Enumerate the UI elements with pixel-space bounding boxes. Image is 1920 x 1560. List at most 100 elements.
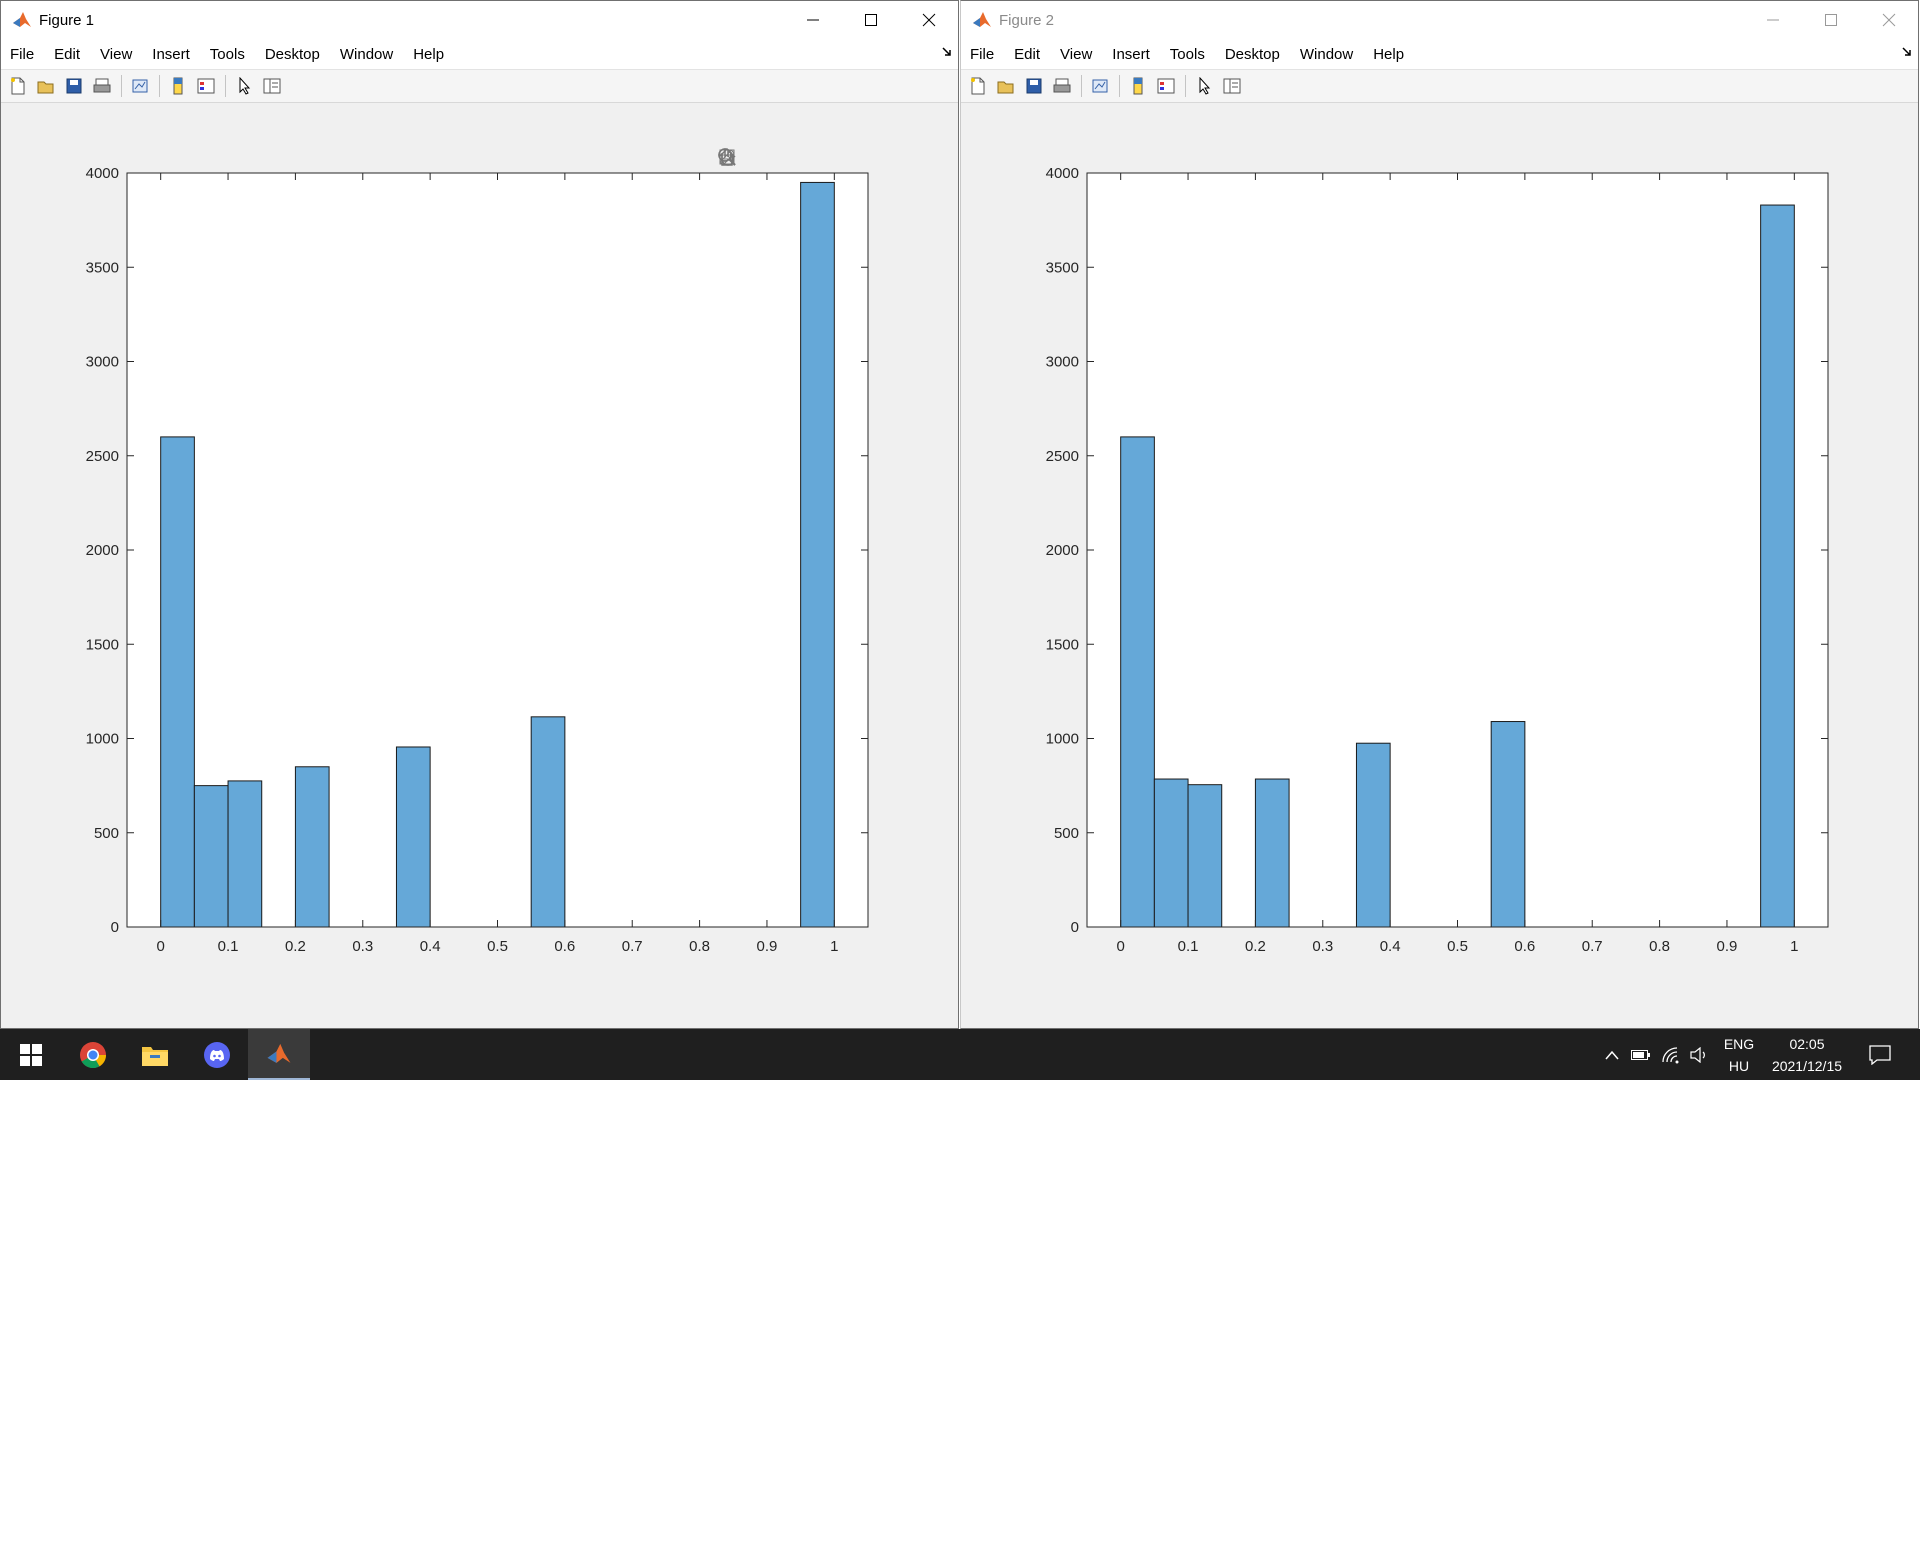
property-inspector-icon xyxy=(263,78,281,94)
x-tick-label: 0.5 xyxy=(487,938,508,955)
menu-bar: File Edit View Insert Tools Desktop Wind… xyxy=(961,39,1918,70)
battery-button[interactable] xyxy=(1629,1029,1653,1080)
restore-view-button[interactable] xyxy=(718,147,866,171)
x-tick-label: 0.9 xyxy=(757,938,778,955)
data-tips-button[interactable] xyxy=(719,147,766,171)
maximize-button[interactable] xyxy=(842,1,900,39)
histogram-chart[interactable]: 0 0.1 0.2 0.3 0.4 0.5 0.6 0.7 0.8 0.9 1 0 500 1000 150… xyxy=(961,103,1918,1028)
menu-edit[interactable]: Edit xyxy=(54,45,81,63)
histogram-bar xyxy=(1355,742,1391,928)
legend-button[interactable] xyxy=(194,74,218,98)
link-plot-button[interactable] xyxy=(1088,74,1112,98)
menu-view[interactable]: View xyxy=(1060,45,1093,63)
close-button[interactable] xyxy=(1860,1,1918,39)
x-tick-label: 0.8 xyxy=(689,938,710,955)
new-figure-button[interactable] xyxy=(6,74,30,98)
menu-insert[interactable]: Insert xyxy=(1112,45,1150,63)
wifi-icon xyxy=(1662,1046,1679,1063)
open-file-button[interactable] xyxy=(994,74,1018,98)
x-tick-label: 0 xyxy=(1117,938,1125,955)
menu-file[interactable]: File xyxy=(970,45,995,63)
figure-canvas: 0 0.1 0.2 0.3 0.4 0.5 0.6 0.7 0.8 0.9 1 0 500 1000 150… xyxy=(961,103,1918,1028)
folder-icon xyxy=(142,1046,168,1066)
new-figure-button[interactable] xyxy=(966,74,990,98)
x-tick-label: 1 xyxy=(830,938,838,955)
dock-arrow-icon[interactable] xyxy=(942,47,952,57)
x-tick-label: 0.9 xyxy=(1717,938,1738,955)
maximize-icon xyxy=(865,14,877,26)
zoom-out-button[interactable] xyxy=(718,147,841,171)
property-inspector-icon xyxy=(1223,78,1241,94)
menu-insert[interactable]: Insert xyxy=(152,45,190,63)
open-file-button[interactable] xyxy=(34,74,58,98)
volume-button[interactable] xyxy=(1688,1029,1712,1080)
figure-toolbar xyxy=(961,70,1918,103)
y-tick-label: 4000 xyxy=(86,165,119,182)
link-plot-icon xyxy=(1092,79,1108,93)
histogram-bar xyxy=(1120,436,1155,928)
menu-tools[interactable]: Tools xyxy=(1169,45,1205,63)
edit-plot-button[interactable] xyxy=(1192,74,1216,98)
menu-tools[interactable]: Tools xyxy=(209,45,245,63)
edit-plot-button[interactable] xyxy=(232,74,256,98)
show-hidden-icons-button[interactable] xyxy=(1600,1029,1624,1080)
discord-taskbar-button[interactable] xyxy=(186,1029,248,1080)
network-button[interactable] xyxy=(1659,1029,1683,1080)
minimize-button[interactable] xyxy=(1744,1,1802,39)
minimize-icon xyxy=(1767,19,1779,21)
y-tick-label: 2000 xyxy=(86,542,119,559)
menu-window[interactable]: Window xyxy=(1299,45,1354,63)
legend-button[interactable] xyxy=(1154,74,1178,98)
dock-arrow-icon[interactable] xyxy=(1902,47,1912,57)
print-button[interactable] xyxy=(90,74,114,98)
close-button[interactable] xyxy=(900,1,958,39)
menu-file[interactable]: File xyxy=(10,45,35,63)
x-tick-label: 0.2 xyxy=(285,938,306,955)
x-tick-label: 0.4 xyxy=(420,938,441,955)
close-icon xyxy=(1882,13,1896,27)
y-tick-label: 3500 xyxy=(1046,259,1079,276)
save-button[interactable] xyxy=(62,74,86,98)
menu-desktop[interactable]: Desktop xyxy=(1224,45,1280,63)
chrome-icon xyxy=(80,1041,107,1068)
link-plot-button[interactable] xyxy=(128,74,152,98)
zoom-in-button[interactable] xyxy=(718,147,816,171)
menu-help[interactable]: Help xyxy=(413,45,445,63)
chrome-taskbar-button[interactable] xyxy=(62,1029,124,1080)
pointer-icon xyxy=(1199,77,1211,95)
colorbar-button[interactable] xyxy=(166,74,190,98)
window-title: Figure 1 xyxy=(39,11,95,29)
histogram-bar xyxy=(800,181,835,928)
pan-button[interactable] xyxy=(721,147,791,171)
matlab-taskbar-button[interactable] xyxy=(248,1029,310,1080)
toolbar-separator xyxy=(1185,75,1186,97)
minimize-button[interactable] xyxy=(784,1,842,39)
title-bar[interactable]: Figure 2 xyxy=(961,1,1918,39)
colorbar-icon xyxy=(173,77,183,95)
histogram-chart[interactable]: 0 0.1 0.2 0.3 0.4 0.5 0.6 0.7 0.8 0.9 1 0 500 1000 150… xyxy=(1,103,958,1028)
print-button[interactable] xyxy=(1050,74,1074,98)
property-inspector-button[interactable] xyxy=(260,74,284,98)
input-language-button[interactable]: ENG HU xyxy=(1717,1029,1761,1080)
maximize-button[interactable] xyxy=(1802,1,1860,39)
menu-desktop[interactable]: Desktop xyxy=(264,45,320,63)
menu-help[interactable]: Help xyxy=(1373,45,1405,63)
file-explorer-taskbar-button[interactable] xyxy=(124,1029,186,1080)
action-center-button[interactable] xyxy=(1862,1029,1898,1080)
menu-edit[interactable]: Edit xyxy=(1014,45,1041,63)
menu-window[interactable]: Window xyxy=(339,45,394,63)
start-button[interactable] xyxy=(0,1029,62,1080)
colorbar-button[interactable] xyxy=(1126,74,1150,98)
histogram-bar xyxy=(1153,778,1189,928)
histogram-bar xyxy=(160,436,195,928)
title-bar[interactable]: Figure 1 xyxy=(1,1,958,39)
menu-view[interactable]: View xyxy=(100,45,133,63)
save-button[interactable] xyxy=(1022,74,1046,98)
toolbar-separator xyxy=(121,75,122,97)
y-tick-label: 4000 xyxy=(1046,165,1079,182)
clock-date: 2021/12/15 xyxy=(1771,1057,1843,1074)
clock[interactable]: 02:05 2021/12/15 xyxy=(1764,1029,1850,1080)
property-inspector-button[interactable] xyxy=(1220,74,1244,98)
speaker-icon xyxy=(1690,1046,1705,1063)
y-tick-label: 500 xyxy=(1054,825,1079,842)
